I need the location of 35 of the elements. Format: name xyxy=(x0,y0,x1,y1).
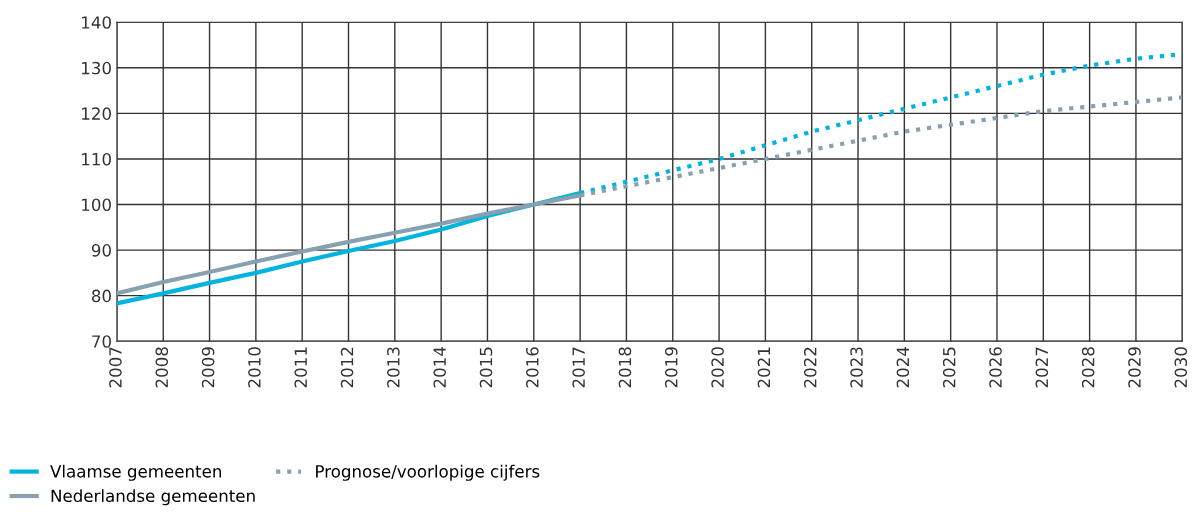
x-tick-label: 2010 xyxy=(248,347,261,388)
x-tick-label: 2018 xyxy=(618,347,632,388)
x-tick-label: 2020 xyxy=(711,347,724,388)
y-tick-label: 130 xyxy=(82,61,111,75)
x-tick-label: 2019 xyxy=(664,347,678,388)
x-tick-label: 2014 xyxy=(433,347,446,388)
x-tick-label: 2029 xyxy=(1128,347,1141,388)
x-tick-label: 2016 xyxy=(526,347,539,388)
y-tick-label: 80 xyxy=(91,289,111,303)
x-tick-label: 2024 xyxy=(896,347,910,388)
x-tick-label: 2027 xyxy=(1035,347,1049,388)
y-tick-label: 120 xyxy=(82,107,111,120)
y-tick-label: 100 xyxy=(82,198,111,212)
legend-label: Vlaamse gemeenten xyxy=(50,464,222,481)
x-tick-label: 2023 xyxy=(850,347,863,388)
y-tick-label: 90 xyxy=(91,244,111,257)
x-tick-label: 2030 xyxy=(1174,347,1188,388)
y-tick-label: 140 xyxy=(82,16,111,29)
x-tick-label: 2009 xyxy=(201,347,215,388)
x-tick-label: 2013 xyxy=(387,347,400,388)
legend-label: Prognose/voorlopige cijfers xyxy=(316,464,540,481)
x-tick-label: 2021 xyxy=(757,347,771,388)
x-tick-label: 2025 xyxy=(942,347,956,388)
y-tick-label: 110 xyxy=(82,152,111,166)
x-tick-label: 2026 xyxy=(989,347,1002,388)
x-tick-label: 2015 xyxy=(479,347,493,388)
x-tick-label: 2007 xyxy=(109,347,122,388)
x-tick-label: 2008 xyxy=(155,347,169,388)
x-tick-label: 2017 xyxy=(572,347,585,388)
x-tick-label: 2022 xyxy=(803,347,817,388)
x-tick-label: 2011 xyxy=(294,347,308,388)
y-tick-label: 70 xyxy=(92,335,111,348)
legend-label: Nederlandse gemeenten xyxy=(51,489,255,506)
x-tick-label: 2012 xyxy=(340,347,354,388)
x-tick-label: 2028 xyxy=(1081,347,1095,388)
